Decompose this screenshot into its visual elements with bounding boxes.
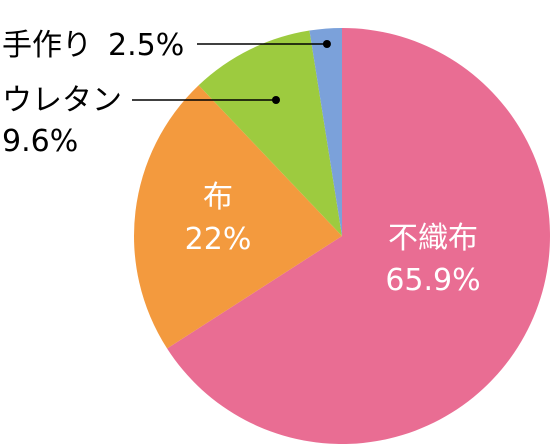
slice-label: 不織布 [388,221,478,256]
pie-slice-1 [167,28,550,444]
slice-value-label: 2.5% [108,28,184,63]
slice-label: 布 [203,180,233,215]
slice-value-label: 65.9% [385,263,480,298]
pie-slice-3 [198,30,342,237]
slice-value-label: 9.6% [2,124,78,159]
slice-value-label: 22% [185,222,252,257]
slice-label: ウレタン [2,83,122,118]
slice-label: 手作り [2,28,92,63]
leader-dot [322,40,331,48]
pie-slice-2 [134,85,342,349]
pie-slice-4 [309,28,342,236]
leader-dot [272,96,280,104]
